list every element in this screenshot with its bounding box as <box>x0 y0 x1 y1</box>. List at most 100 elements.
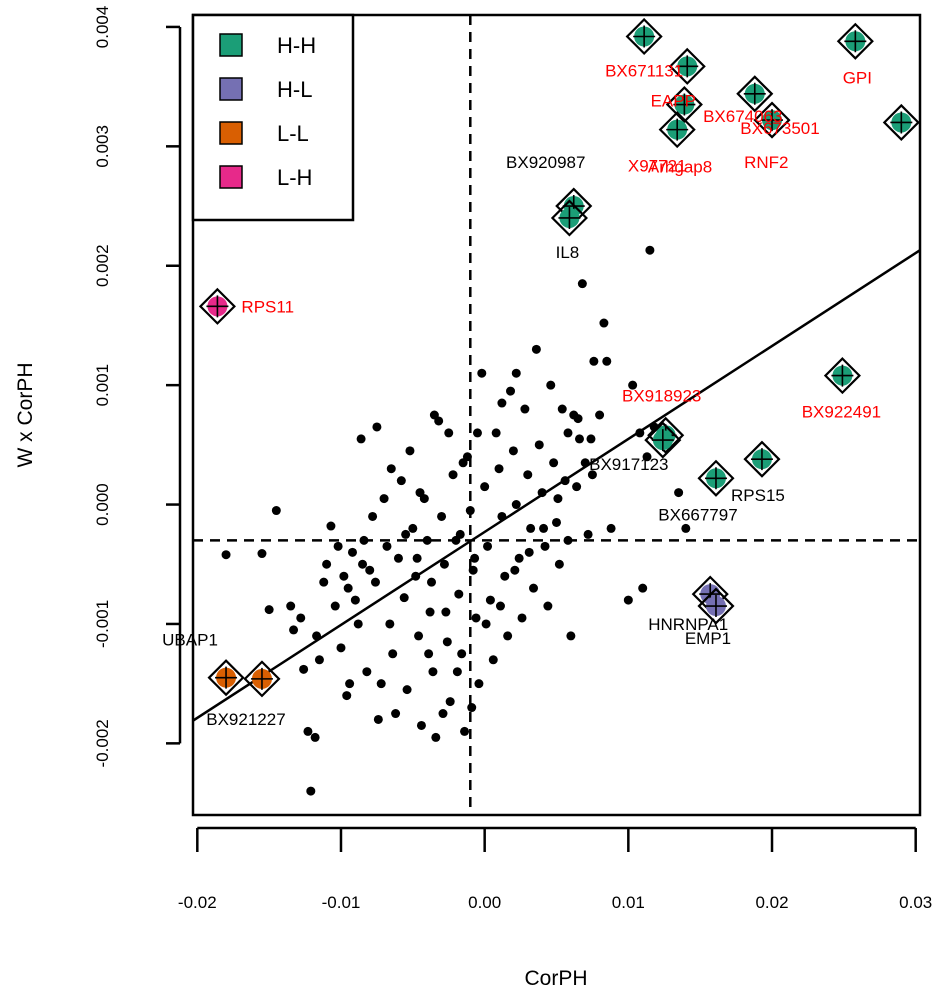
data-point <box>438 709 448 719</box>
data-point <box>468 565 478 575</box>
data-point <box>342 691 352 701</box>
highlight-diamond-marker <box>550 199 588 237</box>
data-point <box>412 553 422 563</box>
data-point <box>500 571 510 581</box>
data-point <box>491 428 501 438</box>
data-point <box>441 607 451 617</box>
x-tick-label: 0.01 <box>612 893 645 912</box>
data-point <box>372 422 382 432</box>
data-point <box>306 786 316 796</box>
point-label: BX674063 <box>703 107 782 126</box>
highlight-diamond-marker <box>198 287 236 325</box>
data-point <box>396 476 406 486</box>
legend-label: L-L <box>277 121 309 146</box>
data-point <box>415 488 425 498</box>
data-point <box>356 434 366 444</box>
point-label: IL8 <box>556 243 580 262</box>
data-point <box>534 440 544 450</box>
data-point <box>319 577 329 587</box>
data-point <box>681 523 691 533</box>
legend-label: L-H <box>277 165 312 190</box>
highlight-plus-marker <box>676 55 699 78</box>
data-point <box>553 494 563 504</box>
point-label: BX918923 <box>622 386 701 405</box>
data-point <box>549 458 559 468</box>
data-point <box>455 529 465 539</box>
data-point <box>429 410 439 420</box>
legend-label: H-H <box>277 33 316 58</box>
data-point <box>488 655 498 665</box>
point-label: EMP1 <box>685 629 731 648</box>
data-point <box>425 607 435 617</box>
data-point <box>485 595 495 605</box>
point-label: GPI <box>843 68 872 87</box>
highlight-diamond-marker <box>697 587 735 625</box>
y-tick-label: -0.002 <box>93 719 112 767</box>
data-point <box>503 631 513 641</box>
point-label: Arhgap8 <box>648 158 712 177</box>
data-point <box>467 703 477 713</box>
data-point <box>376 679 386 689</box>
highlight-plus-marker <box>831 364 854 387</box>
data-point <box>385 619 395 629</box>
highlight-diamond-marker <box>644 421 682 459</box>
data-point <box>560 476 570 486</box>
data-point <box>537 488 547 498</box>
data-point <box>368 511 378 521</box>
y-tick-label: 0.001 <box>93 364 112 407</box>
data-point <box>393 553 403 563</box>
point-label: UBAP1 <box>162 631 218 650</box>
x-tick-label: 0.02 <box>755 893 788 912</box>
data-point <box>427 577 437 587</box>
data-point <box>326 521 336 531</box>
data-point <box>445 697 455 707</box>
data-point <box>523 470 533 480</box>
data-point <box>511 500 521 510</box>
highlight-diamond-marker <box>665 85 703 124</box>
data-point <box>347 547 357 557</box>
data-point <box>424 649 434 659</box>
data-point <box>471 613 481 623</box>
data-point <box>345 679 355 689</box>
data-point <box>642 452 652 462</box>
data-point <box>546 380 556 390</box>
data-point <box>508 446 518 456</box>
point-label: BX671131 <box>605 61 683 80</box>
data-point <box>465 506 475 516</box>
data-point <box>483 541 493 551</box>
point-label: RPS11 <box>241 297 294 316</box>
data-point <box>577 279 587 289</box>
point-label: X97721 <box>628 157 687 176</box>
highlight-diamond-marker <box>882 103 920 142</box>
point-label: EAPP <box>651 91 696 110</box>
data-point <box>359 535 369 545</box>
data-point <box>623 595 633 605</box>
data-point <box>520 404 530 414</box>
highlight-plus-marker <box>633 25 656 48</box>
data-point <box>286 601 296 611</box>
highlight-diamond-marker <box>753 101 791 139</box>
data-point <box>540 541 550 551</box>
highlight-plus-marker <box>750 448 773 471</box>
data-point <box>599 318 609 328</box>
point-label: BX673501 <box>740 119 819 138</box>
data-point <box>353 619 363 629</box>
highlight-plus-marker <box>761 109 784 132</box>
highlight-diamond-marker <box>743 440 781 478</box>
data-point <box>628 380 638 390</box>
data-point <box>444 428 454 438</box>
data-point <box>414 631 424 641</box>
data-point <box>405 446 415 456</box>
data-point <box>370 577 380 587</box>
x-tick-label: 0.03 <box>899 893 932 912</box>
data-point <box>448 470 458 480</box>
highlight-plus-marker <box>206 295 229 318</box>
x-axis-title: CorPH <box>524 967 587 990</box>
data-point <box>602 356 612 366</box>
legend-swatch <box>219 121 243 145</box>
highlight-diamond-marker <box>668 47 706 85</box>
data-point <box>428 667 438 677</box>
data-point <box>350 595 360 605</box>
data-point <box>470 553 480 563</box>
